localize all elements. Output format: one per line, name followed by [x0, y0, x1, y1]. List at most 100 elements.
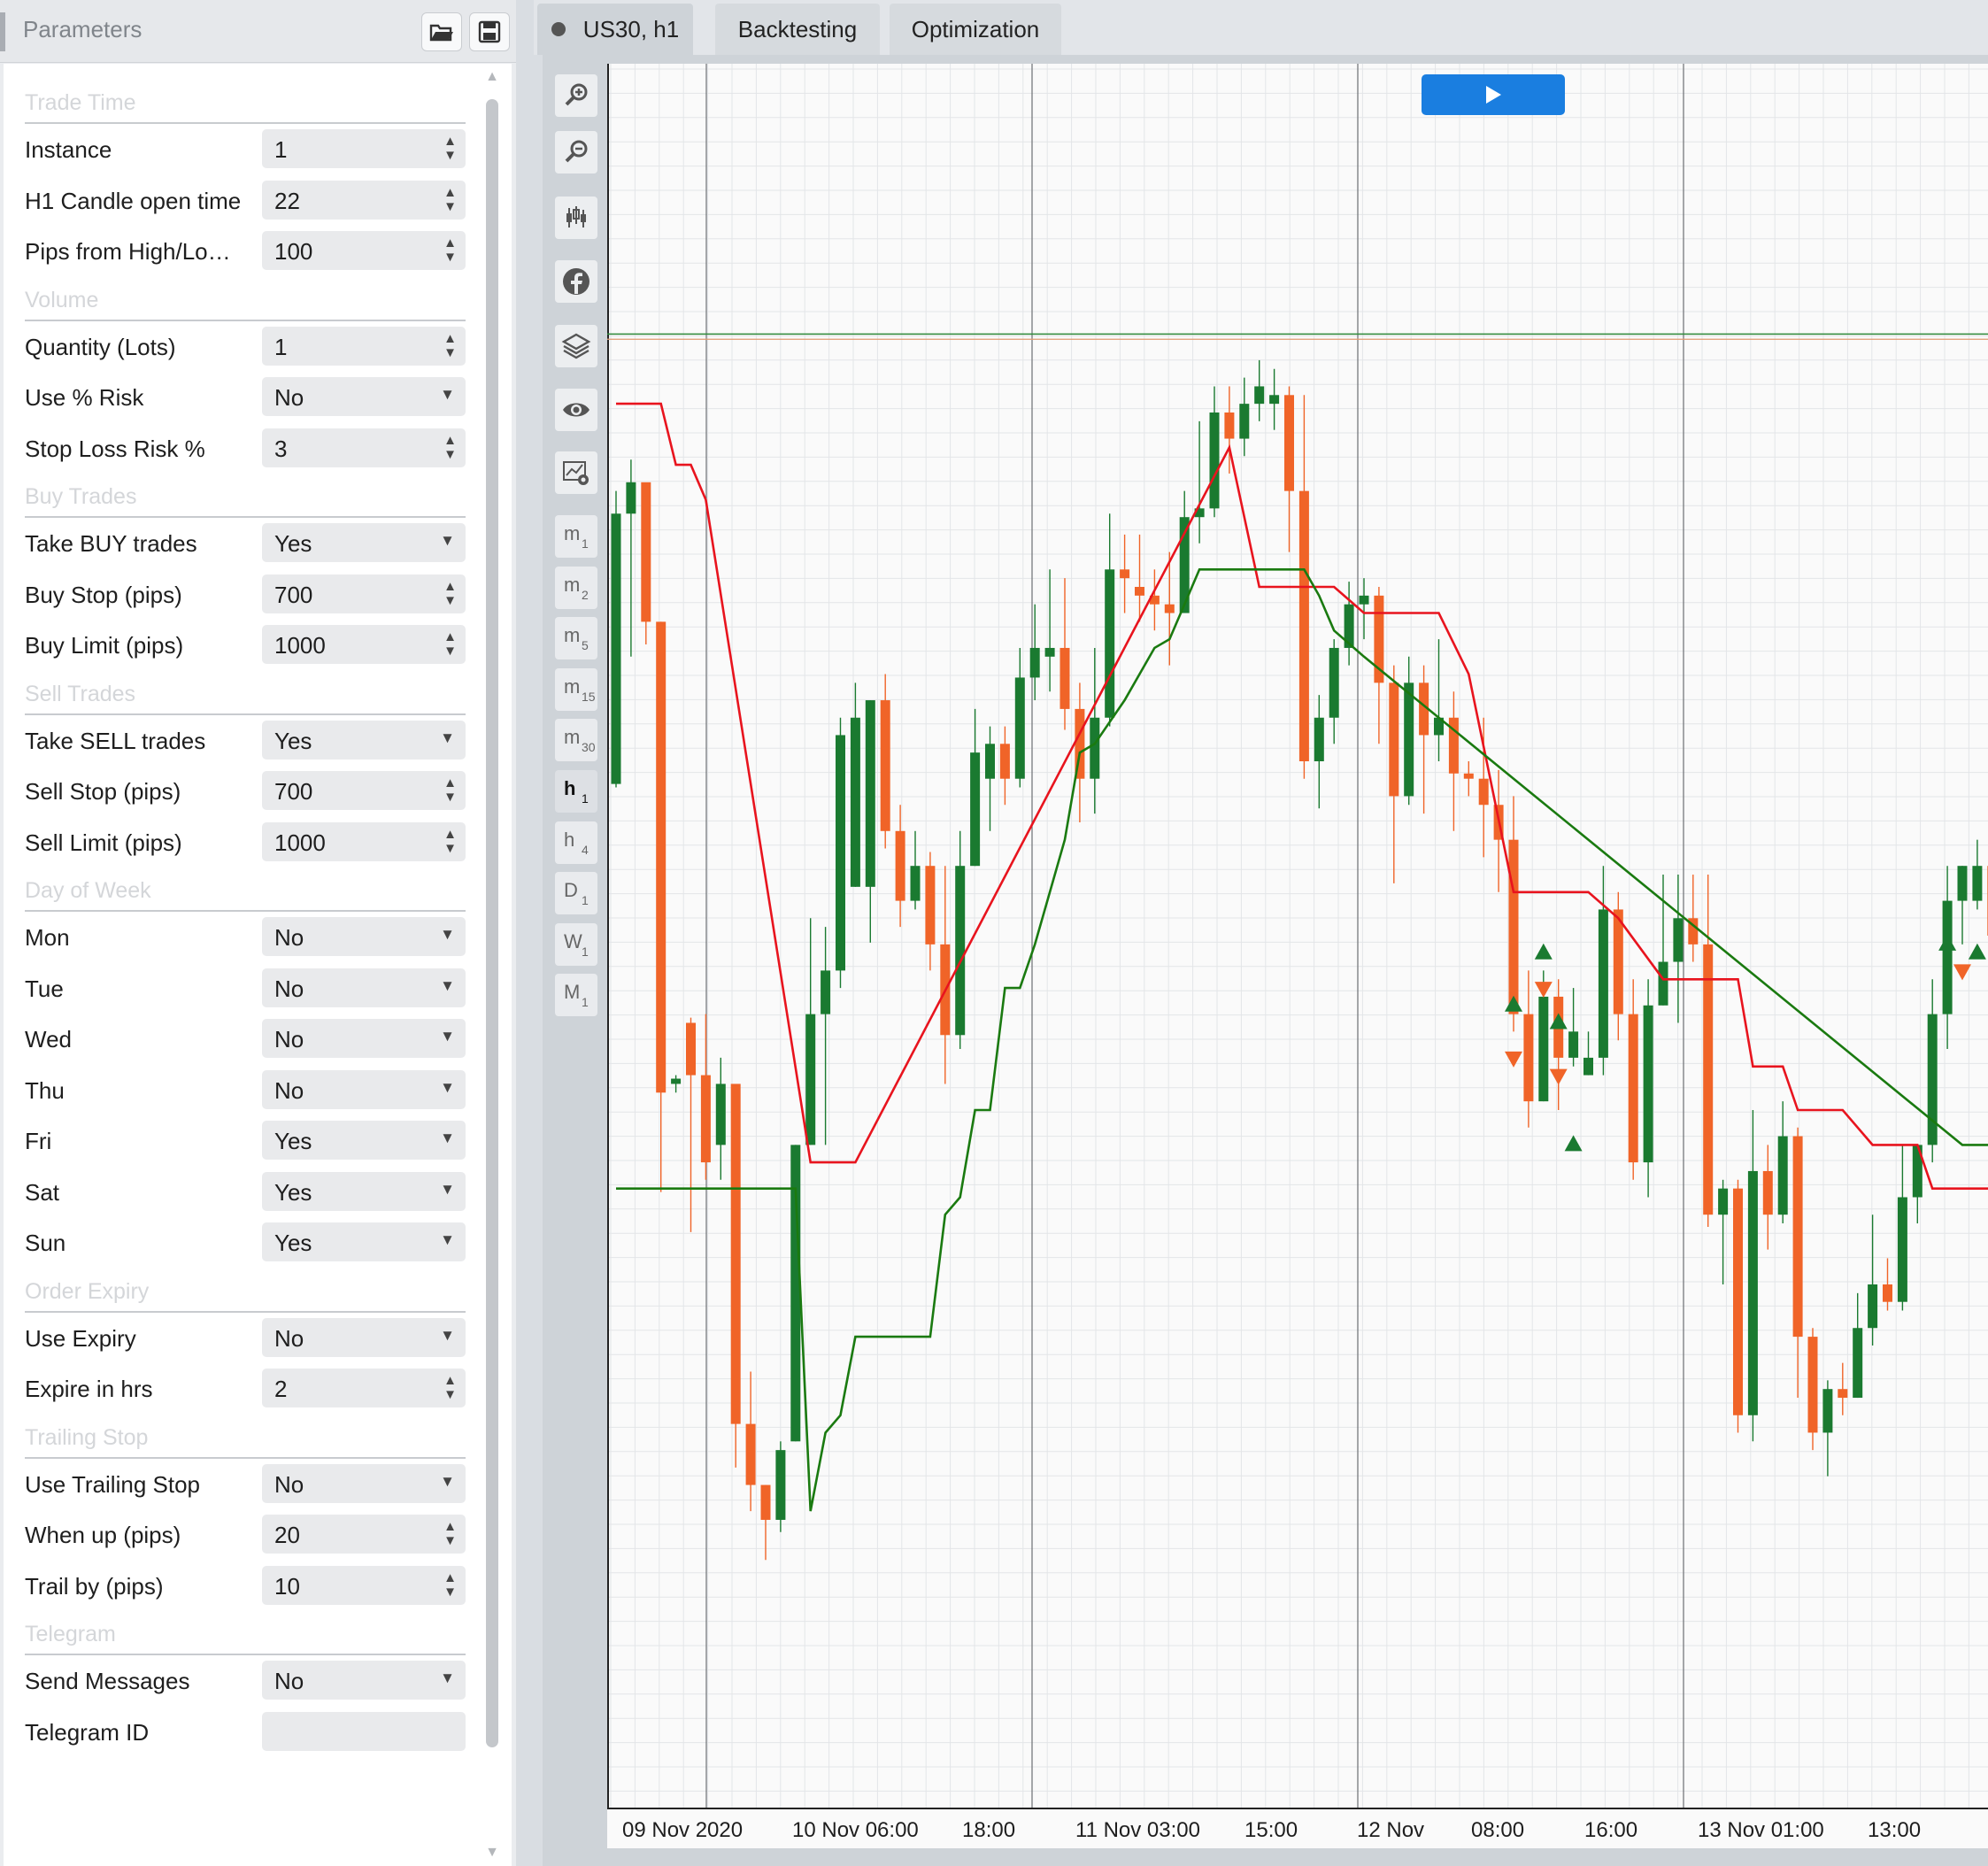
share-facebook-button[interactable]: [555, 260, 597, 303]
param-select[interactable]: No ▼: [262, 968, 466, 1007]
param-value: No: [274, 1470, 304, 1498]
param-select[interactable]: No ▼: [262, 1463, 466, 1503]
price-chart[interactable]: [607, 64, 1988, 1848]
param-stepper[interactable]: 700 ▲ ▼: [262, 771, 466, 810]
play-backtest-button[interactable]: [1422, 74, 1565, 115]
dropdown-arrow-icon[interactable]: ▼: [440, 532, 455, 549]
stepper-arrows-icon[interactable]: ▲ ▼: [443, 330, 457, 360]
param-value: 100: [274, 238, 313, 265]
param-label: Wed: [25, 1026, 72, 1053]
param-select[interactable]: No ▼: [262, 1661, 466, 1700]
chart-type-button[interactable]: [555, 197, 597, 239]
section-heading: Trade Time: [25, 90, 466, 124]
scroll-up-arrow-icon[interactable]: ▲: [485, 69, 499, 84]
candle-body: [626, 482, 636, 514]
timeframe-m30[interactable]: m 30: [555, 719, 597, 762]
param-stepper[interactable]: 1 ▲ ▼: [262, 129, 466, 168]
zoom-out-button[interactable]: [555, 131, 597, 173]
param-stepper[interactable]: 10 ▲ ▼: [262, 1565, 466, 1605]
stepper-arrows-icon[interactable]: ▲ ▼: [443, 775, 457, 805]
param-stepper[interactable]: 1000 ▲ ▼: [262, 625, 466, 664]
zoom-in-button[interactable]: [555, 74, 597, 117]
param-stepper[interactable]: 2 ▲ ▼: [262, 1369, 466, 1407]
param-stepper[interactable]: 100 ▲ ▼: [262, 231, 466, 270]
param-select[interactable]: No ▼: [262, 1069, 466, 1109]
layers-button[interactable]: [555, 325, 597, 367]
param-select[interactable]: No ▼: [262, 377, 466, 416]
dropdown-arrow-icon[interactable]: ▼: [440, 1231, 455, 1248]
chart-settings-button[interactable]: [555, 451, 597, 494]
param-stepper[interactable]: 700 ▲ ▼: [262, 574, 466, 613]
dropdown-arrow-icon[interactable]: ▼: [440, 1669, 455, 1686]
tab-backtesting[interactable]: Backtesting: [715, 4, 880, 55]
stepper-arrows-icon[interactable]: ▲ ▼: [443, 1373, 457, 1402]
param-stepper[interactable]: 22 ▲ ▼: [262, 180, 466, 220]
candle-body: [1868, 1284, 1878, 1329]
param-stepper[interactable]: 20 ▲ ▼: [262, 1515, 466, 1554]
param-value: 2: [274, 1376, 288, 1402]
stepper-arrows-icon[interactable]: ▲ ▼: [443, 1519, 457, 1548]
tab-us30-h1[interactable]: US30, h1: [537, 4, 693, 55]
stepper-arrows-icon[interactable]: ▲ ▼: [443, 1569, 457, 1600]
param-select[interactable]: Yes ▼: [262, 1121, 466, 1160]
parameters-scrollbar[interactable]: [486, 99, 498, 1747]
save-parameters-button[interactable]: [469, 12, 510, 51]
play-icon: [1486, 86, 1501, 104]
dropdown-arrow-icon[interactable]: ▼: [440, 1326, 455, 1344]
param-stepper[interactable]: 1000 ▲ ▼: [262, 821, 466, 861]
param-select[interactable]: Yes ▼: [262, 720, 466, 760]
param-select[interactable]: Yes ▼: [262, 1171, 466, 1211]
dropdown-arrow-icon[interactable]: ▼: [440, 1028, 455, 1045]
param-select[interactable]: No ▼: [262, 1019, 466, 1058]
param-select[interactable]: No ▼: [262, 917, 466, 956]
chart-settings-icon: [563, 461, 589, 485]
param-value: No: [274, 975, 304, 1002]
dropdown-arrow-icon[interactable]: ▼: [440, 386, 455, 403]
stepper-arrows-icon[interactable]: ▲ ▼: [443, 629, 457, 659]
stepper-arrows-icon[interactable]: ▲ ▼: [443, 134, 457, 163]
param-text-input[interactable]: [262, 1711, 466, 1751]
stepper-arrows-icon[interactable]: ▲ ▼: [443, 826, 457, 856]
candle-body: [999, 744, 1010, 779]
candle-body: [1164, 604, 1175, 613]
param-value: Yes: [274, 1230, 312, 1256]
stepper-arrows-icon[interactable]: ▲ ▼: [443, 432, 457, 462]
param-value: 1: [274, 136, 288, 163]
chart-toolbar: m 1 m 2 m 5 m 15 m 30 h 1 h 4 D 1 W 1 M 1: [555, 64, 599, 1816]
param-label: H1 Candle open time: [25, 187, 242, 214]
dropdown-arrow-icon[interactable]: ▼: [440, 1130, 455, 1146]
dropdown-arrow-icon[interactable]: ▼: [440, 976, 455, 994]
param-stepper[interactable]: 1 ▲ ▼: [262, 326, 466, 366]
dropdown-arrow-icon[interactable]: ▼: [440, 1078, 455, 1096]
tab-optimization[interactable]: Optimization: [890, 4, 1061, 55]
candle-body: [1090, 717, 1100, 779]
open-parameters-button[interactable]: [421, 12, 462, 51]
dropdown-arrow-icon[interactable]: ▼: [440, 729, 455, 746]
visibility-button[interactable]: [555, 389, 597, 431]
buy-marker-icon: [1534, 943, 1553, 960]
panel-splitter[interactable]: [516, 0, 534, 1866]
stepper-arrows-icon[interactable]: ▲ ▼: [443, 235, 457, 265]
scroll-down-arrow-icon[interactable]: ▼: [485, 1845, 499, 1860]
param-select[interactable]: No ▼: [262, 1317, 466, 1357]
stepper-arrows-icon[interactable]: ▲ ▼: [443, 184, 457, 214]
param-label: Take SELL trades: [25, 727, 206, 754]
param-label: Buy Limit (pips): [25, 632, 184, 659]
dropdown-arrow-icon[interactable]: ▼: [440, 1472, 455, 1490]
stepper-arrows-icon[interactable]: ▲ ▼: [443, 578, 457, 608]
param-select[interactable]: Yes ▼: [262, 1222, 466, 1261]
param-value: 700: [274, 778, 313, 805]
dropdown-arrow-icon[interactable]: ▼: [440, 926, 455, 943]
timeframe-m15[interactable]: m 15: [555, 667, 597, 711]
param-select[interactable]: Yes ▼: [262, 523, 466, 562]
dropdown-arrow-icon[interactable]: ▼: [440, 1180, 455, 1198]
param-stepper[interactable]: 3 ▲ ▼: [262, 428, 466, 467]
